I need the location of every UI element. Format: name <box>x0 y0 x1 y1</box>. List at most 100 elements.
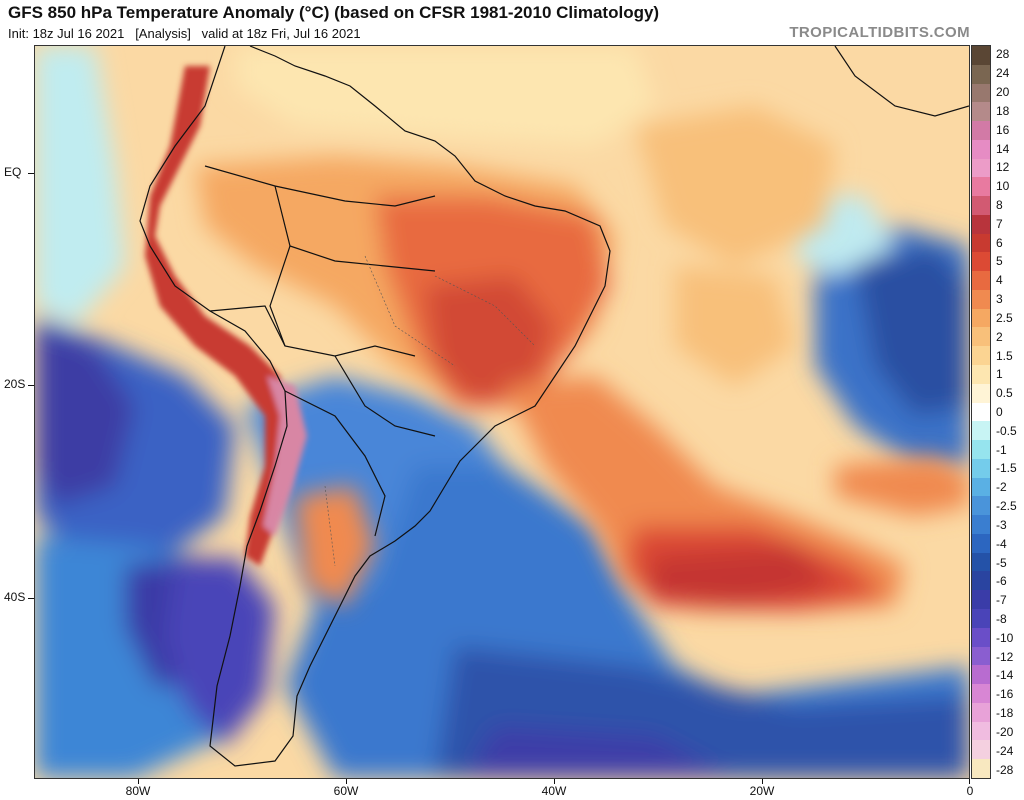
colorbar-swatch <box>972 552 990 572</box>
colorbar-swatch <box>972 440 990 459</box>
colorbar-label: 10 <box>996 179 1010 194</box>
colorbar-label: 8 <box>996 197 1003 212</box>
colorbar-swatch <box>972 196 990 215</box>
colorbar-label: -12 <box>996 649 1014 664</box>
colorbar-label: 20 <box>996 85 1010 100</box>
lon-tick <box>346 779 347 784</box>
colorbar-swatch <box>972 327 990 347</box>
lat-label: 40S <box>4 590 26 605</box>
colorbar-swatch <box>972 702 990 722</box>
colorbar-label: 1 <box>996 367 1003 382</box>
lon-label: 20W <box>749 784 775 798</box>
anomaly-map <box>34 45 970 779</box>
anomaly-map-svg <box>35 46 969 778</box>
lon-label: 60W <box>333 784 359 798</box>
colorbar-swatch <box>972 46 990 65</box>
colorbar-label: -5 <box>996 555 1007 570</box>
colorbar-label: 1.5 <box>996 348 1013 363</box>
colorbar-swatch <box>972 402 990 422</box>
colorbar-label: 28 <box>996 47 1010 62</box>
colorbar-swatch <box>972 233 990 253</box>
colorbar-label: -0.5 <box>996 423 1017 438</box>
colorbar-label: -18 <box>996 706 1014 721</box>
colorbar-label: -20 <box>996 724 1014 739</box>
colorbar-swatch <box>972 421 990 441</box>
colorbar-label: -6 <box>996 574 1007 589</box>
lon-label: 0 <box>966 784 974 798</box>
colorbar-label: 18 <box>996 103 1010 118</box>
colorbar-label: 5 <box>996 254 1003 269</box>
lon-label: 40W <box>541 784 567 798</box>
colorbar-label: 4 <box>996 273 1003 288</box>
colorbar-swatch <box>972 515 990 534</box>
colorbar-labels: 28 24 20 18 16 14 12 10 8 7 6 5 4 3 2.5 2 1.5 1 0.5 0 -0.5 -1… <box>996 45 1024 779</box>
lat-tick <box>28 598 34 600</box>
lat-tick <box>28 385 34 387</box>
colorbar-label: 0 <box>996 405 1003 419</box>
colorbar-label: -16 <box>996 687 1014 702</box>
colorbar-label: -24 <box>996 743 1014 758</box>
colorbar-swatch <box>972 458 990 478</box>
colorbar-label: -8 <box>996 612 1007 627</box>
colorbar-swatch <box>972 102 990 122</box>
lat-tick <box>28 172 34 174</box>
colorbar-label: 2 <box>996 329 1003 344</box>
colorbar-label: -1.5 <box>996 461 1017 476</box>
colorbar-swatch <box>972 533 990 553</box>
colorbar-swatch <box>972 177 990 197</box>
colorbar-swatch <box>972 121 990 140</box>
lon-tick <box>554 779 555 784</box>
colorbar-swatch <box>972 289 990 309</box>
colorbar-label: -2.5 <box>996 499 1017 514</box>
colorbar-swatch <box>972 83 990 103</box>
colorbar-swatch <box>972 496 990 516</box>
map-subtitle: Init: 18z Jul 16 2021 [Analysis] valid a… <box>8 26 361 41</box>
colorbar-swatch <box>972 627 990 647</box>
colorbar-swatch <box>972 740 990 760</box>
brand-watermark: TROPICALTIDBITS.COM <box>789 24 970 41</box>
colorbar-label: -7 <box>996 593 1007 608</box>
colorbar-swatch <box>972 271 990 290</box>
colorbar-label: -2 <box>996 480 1007 495</box>
coastlines <box>139 46 969 767</box>
lon-label: 80W <box>125 784 151 798</box>
colorbar-swatch <box>972 383 990 403</box>
colorbar-swatch <box>972 721 990 741</box>
colorbar-swatch <box>972 214 990 234</box>
colorbar-label: 24 <box>996 66 1010 81</box>
colorbar <box>971 45 991 779</box>
colorbar-label: -4 <box>996 536 1007 551</box>
colorbar-label: 14 <box>996 141 1010 156</box>
colorbar-swatch <box>972 759 990 778</box>
colorbar-label: -28 <box>996 762 1014 777</box>
south-atlantic-warm-core <box>645 546 835 606</box>
colorbar-label: -1 <box>996 442 1007 457</box>
colorbar-swatch <box>972 252 990 272</box>
lat-label: 20S <box>4 377 26 392</box>
colorbar-swatch <box>972 365 990 384</box>
colorbar-swatch <box>972 477 990 497</box>
colorbar-label: 0.5 <box>996 386 1013 401</box>
colorbar-swatch <box>972 608 990 628</box>
map-title: GFS 850 hPa Temperature Anomaly (°C) (ba… <box>8 3 660 22</box>
colorbar-swatch <box>972 665 990 685</box>
lon-tick <box>969 779 970 784</box>
colorbar-label: 7 <box>996 216 1003 231</box>
colorbar-label: 6 <box>996 235 1003 250</box>
colorbar-label: 3 <box>996 292 1003 307</box>
colorbar-swatch <box>972 590 990 609</box>
colorbar-swatch <box>972 684 990 703</box>
colorbar-swatch <box>972 646 990 666</box>
colorbar-swatch <box>972 64 990 84</box>
lon-tick <box>138 779 139 784</box>
colorbar-label: -14 <box>996 668 1014 683</box>
colorbar-swatch <box>972 139 990 159</box>
colorbar-swatch <box>972 158 990 178</box>
colorbar-swatch <box>972 308 990 328</box>
colorbar-label: 12 <box>996 160 1010 175</box>
lon-tick <box>762 779 763 784</box>
colorbar-swatch <box>972 571 990 591</box>
colorbar-swatch <box>972 346 990 366</box>
andes-warm-anomaly <box>145 66 307 566</box>
colorbar-label: -10 <box>996 630 1014 645</box>
